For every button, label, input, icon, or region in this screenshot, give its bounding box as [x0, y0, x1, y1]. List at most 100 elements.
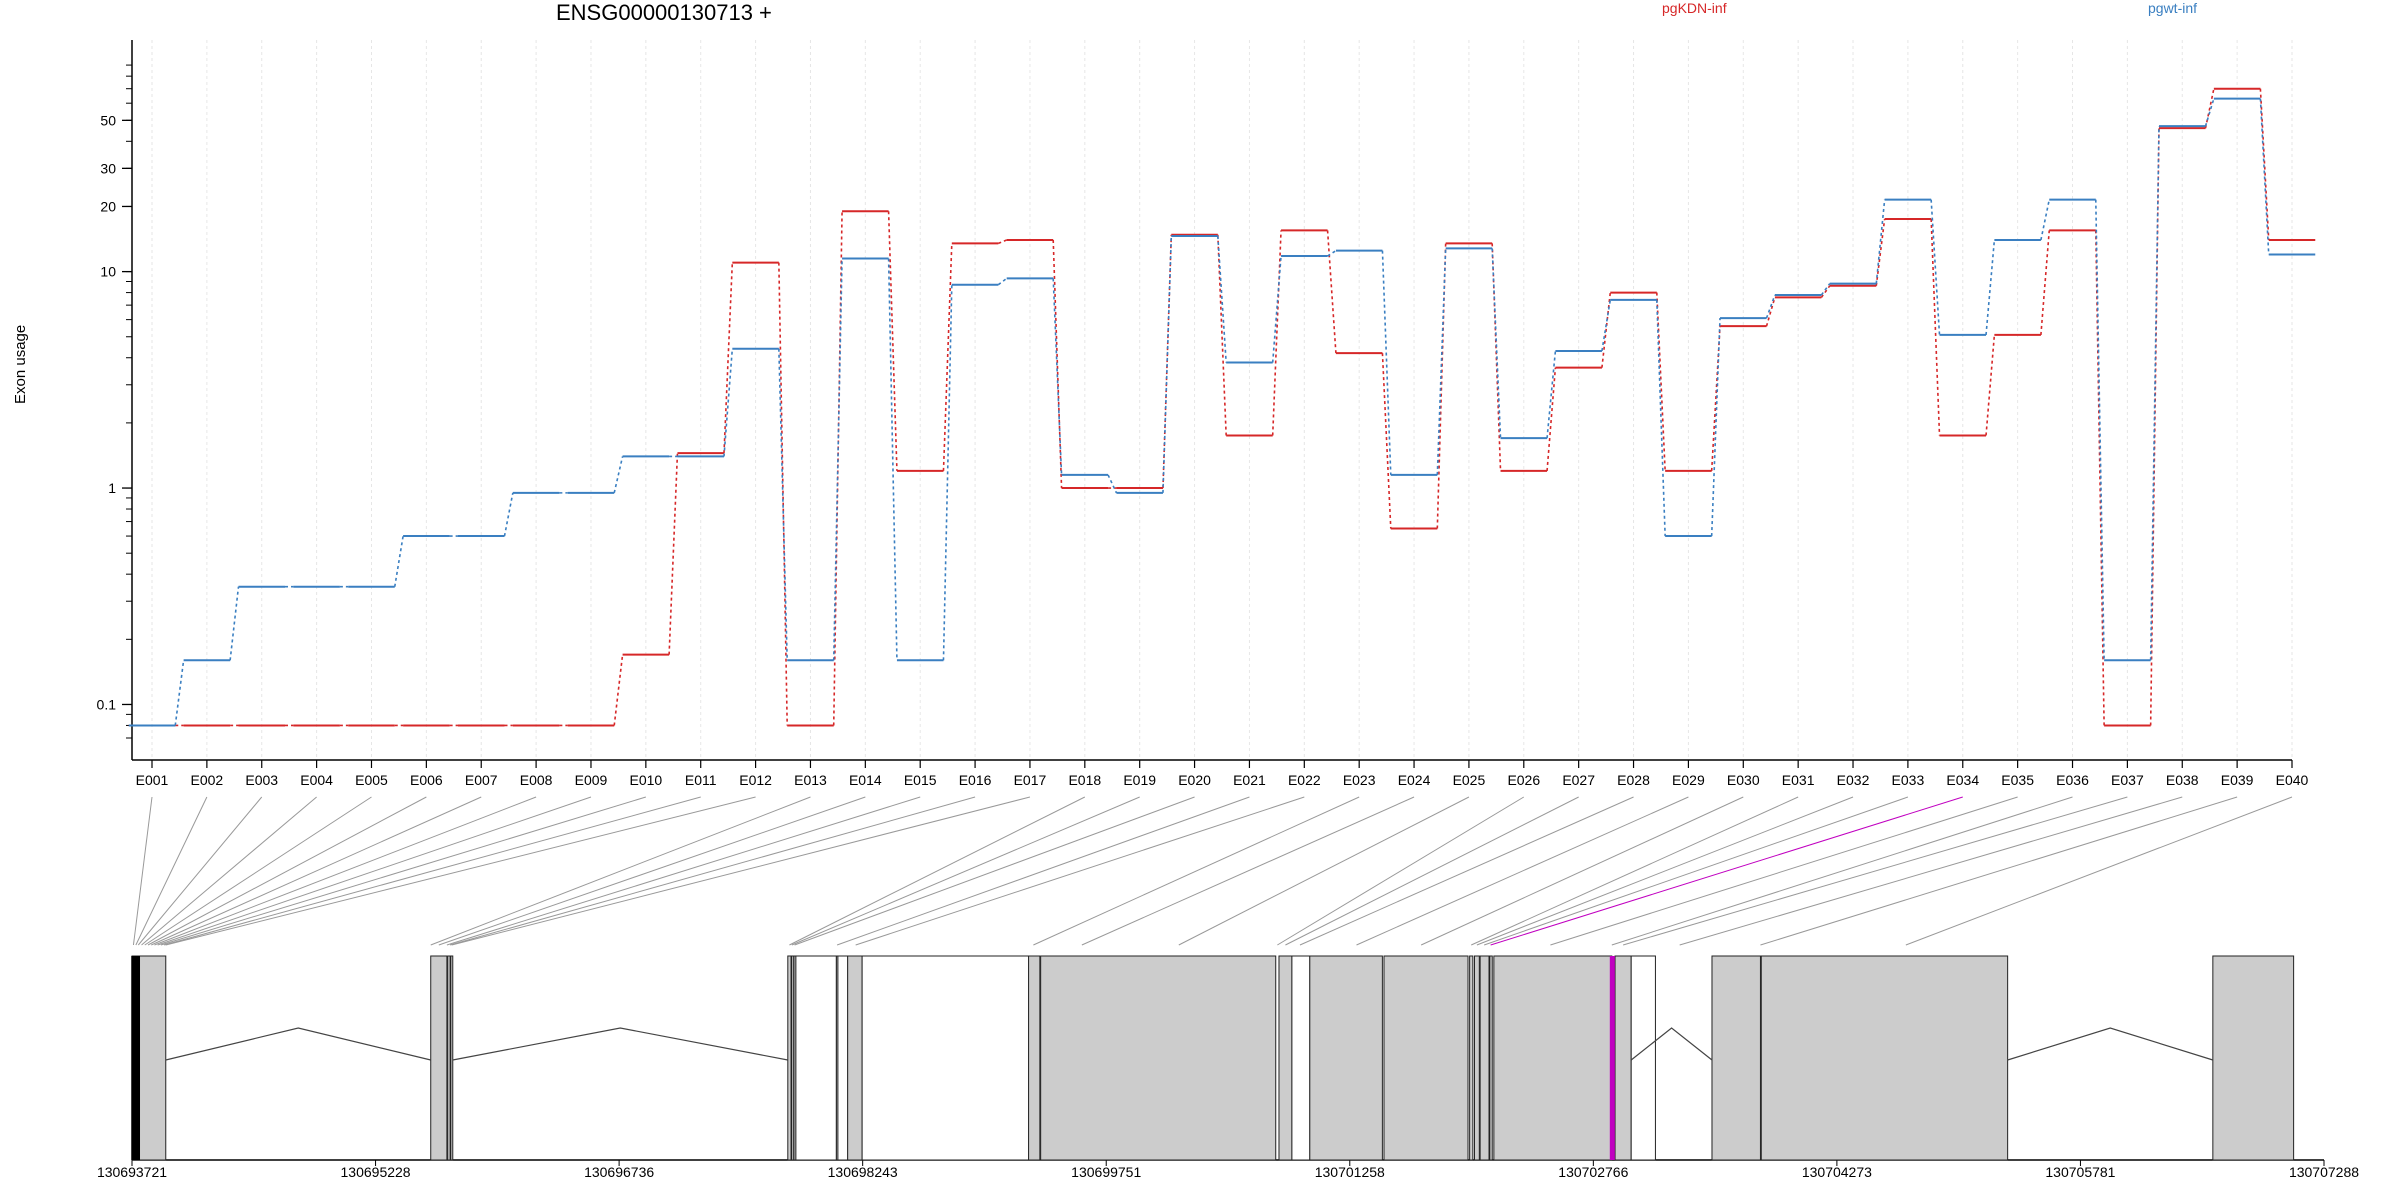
y-tick-label: 20 — [100, 198, 116, 214]
exon-connector — [160, 796, 646, 946]
series-connector — [503, 492, 514, 537]
exon-connector — [144, 796, 372, 946]
exon-connector — [154, 796, 537, 946]
exon-connector — [1476, 796, 1854, 946]
series-connector — [229, 586, 240, 661]
x-tick-label: E003 — [245, 772, 278, 788]
x-tick-label: E036 — [2056, 772, 2089, 788]
exon-connector — [449, 796, 976, 946]
x-tick-label: E012 — [739, 772, 772, 788]
intron-line — [1630, 1027, 1713, 1061]
x-tick-label: E002 — [191, 772, 224, 788]
x-tick-label: E008 — [520, 772, 553, 788]
x-tick-label: E021 — [1233, 772, 1266, 788]
series-connector — [1107, 474, 1118, 494]
y-tick-label: 50 — [100, 112, 116, 128]
exon-connector — [1760, 796, 2238, 946]
x-tick-label: E026 — [1507, 772, 1540, 788]
x-tick-label: E024 — [1398, 772, 1431, 788]
genomic-tick-label: 130699751 — [1071, 1164, 1141, 1180]
exon-box — [1473, 955, 1480, 1161]
exon-box — [450, 955, 454, 1161]
exon-connector — [137, 796, 263, 946]
exon-box — [138, 955, 167, 1161]
exon-connector — [1550, 796, 2018, 946]
series-connector — [1710, 326, 1721, 471]
series-connector — [2149, 126, 2160, 661]
exon-box — [1028, 955, 1041, 1161]
gene-model: 130693721 130695228 130696736 130698243 1306… — [97, 955, 2359, 1180]
exon-connector — [855, 796, 1305, 946]
exon-connector — [451, 796, 1031, 946]
series-connector — [832, 211, 843, 726]
y-tick-label: 30 — [100, 160, 116, 176]
exon-box — [1760, 955, 2009, 1161]
exon-box — [1469, 955, 1474, 1161]
series-connector — [778, 262, 788, 726]
series-connector — [1326, 230, 1337, 354]
x-tick-label: E018 — [1068, 772, 1101, 788]
exon-connector — [1622, 796, 2128, 946]
highlighted-exon — [1609, 956, 1615, 1160]
x-tick-label: E017 — [1014, 772, 1047, 788]
series-connector — [1820, 285, 1831, 298]
series-connector — [1601, 299, 1612, 352]
exon-connector — [1299, 796, 1634, 946]
exon-connector — [1484, 796, 1909, 946]
exon-connector — [132, 796, 153, 946]
exon-box — [787, 955, 792, 1161]
x-tick-label: E035 — [2001, 772, 2034, 788]
exon-connector — [1356, 796, 1689, 946]
series-connector — [887, 211, 898, 471]
x-tick-label: E040 — [2276, 772, 2309, 788]
series-connector — [2094, 230, 2105, 726]
intron-line — [452, 1027, 788, 1061]
series-connector — [2040, 230, 2051, 335]
x-tick-label: E016 — [959, 772, 992, 788]
x-tick-label: E033 — [1892, 772, 1925, 788]
series-connector — [942, 284, 953, 661]
series-connector — [1930, 199, 1941, 335]
series-connector — [832, 258, 843, 661]
exon-connector — [1679, 796, 2183, 946]
exon-boundary-mark — [135, 956, 139, 1160]
legend-pgkdn-inf: pgKDN-inf — [1662, 0, 1727, 16]
exon-box — [847, 955, 863, 1161]
series-connector — [778, 348, 788, 661]
series-connector — [1381, 353, 1392, 529]
series-connector — [1710, 318, 1721, 537]
exon-connector — [446, 796, 921, 946]
x-tick-label: E034 — [1946, 772, 1979, 788]
exon-connector — [789, 796, 1086, 946]
exon-box — [1614, 955, 1632, 1161]
exon-box — [1040, 955, 1277, 1161]
genomic-tick-label: 130705781 — [2045, 1164, 2115, 1180]
exon-frame — [795, 955, 837, 1161]
series-connector — [942, 243, 953, 471]
x-tick-label: E020 — [1178, 772, 1211, 788]
exon-box — [447, 955, 451, 1161]
exon-boundary-mark — [137, 956, 141, 1160]
series-connector — [1930, 218, 1941, 436]
grid-lines — [151, 40, 2293, 760]
x-tick-label: E014 — [849, 772, 882, 788]
exon-connector — [1285, 796, 1579, 946]
exon-connector — [1178, 796, 1470, 946]
series-connector — [2204, 98, 2215, 127]
x-tick-label: E027 — [1562, 772, 1595, 788]
series-connector — [1271, 230, 1282, 436]
series-connector — [2204, 88, 2215, 129]
exon-frame — [861, 955, 1030, 1161]
exon-box — [2212, 955, 2295, 1161]
exon-box — [1711, 955, 1761, 1161]
genomic-tick-label: 130693721 — [97, 1164, 167, 1180]
y-tick-label: 10 — [100, 264, 116, 280]
exon-frame — [837, 955, 849, 1161]
series-connector — [1765, 297, 1776, 327]
exon-box — [791, 955, 795, 1161]
x-tick-label: E022 — [1288, 772, 1321, 788]
series-connector — [997, 277, 1008, 286]
series-connector — [1546, 367, 1557, 471]
